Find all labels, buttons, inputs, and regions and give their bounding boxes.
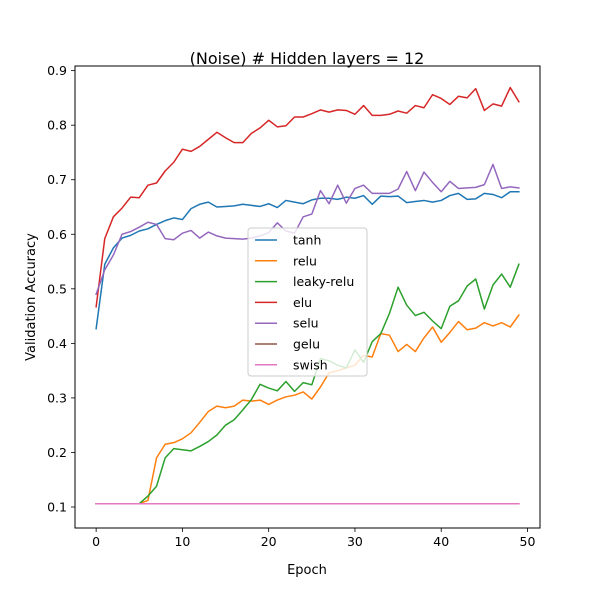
legend: tanh relu leaky-relu elu selu gelu swish: [247, 227, 368, 377]
y-tick-label: 0.3: [47, 390, 67, 405]
y-axis-label: Validation Accuracy: [24, 233, 39, 361]
legend-box: [247, 227, 368, 377]
y-axis-ticks: 0.1 0.2 0.3 0.4 0.5 0.6 0.7 0.8 0.9: [47, 63, 75, 515]
y-tick-label: 0.6: [47, 227, 67, 242]
x-tick-label: 0: [92, 534, 100, 549]
legend-label-elu: elu: [293, 295, 312, 310]
y-tick-label: 0.7: [47, 172, 67, 187]
x-tick-label: 10: [174, 534, 190, 549]
x-tick-label: 20: [261, 534, 277, 549]
legend-entries: tanh relu leaky-relu elu selu gelu swish: [255, 233, 354, 372]
legend-label-gelu: gelu: [293, 337, 320, 352]
y-tick-label: 0.5: [47, 281, 67, 296]
series-line-relu: [95, 313, 520, 505]
y-tick-label: 0.8: [47, 118, 67, 133]
plot-frame: [74, 65, 541, 529]
y-tick-label: 0.2: [47, 445, 67, 460]
legend-label-swish: swish: [293, 357, 328, 372]
legend-label-leaky-relu: leaky-relu: [293, 274, 354, 289]
x-axis-label: Epoch: [287, 563, 327, 578]
x-tick-label: 30: [347, 534, 363, 549]
x-tick-label: 40: [433, 534, 449, 549]
y-tick-label: 0.4: [47, 336, 67, 351]
y-tick-label: 0.9: [47, 63, 67, 78]
legend-label-relu: relu: [293, 253, 317, 268]
series-line-selu: [95, 163, 520, 296]
chart-title: (Noise) # Hidden layers = 12: [190, 49, 425, 68]
legend-label-selu: selu: [293, 316, 319, 331]
series-line-tanh: [95, 190, 520, 330]
x-axis-ticks: 0 10 20 30 40 50: [92, 528, 535, 549]
series-line-leaky-relu: [95, 263, 520, 505]
legend-label-tanh: tanh: [293, 233, 321, 248]
series-line-elu: [95, 86, 520, 308]
plot-lines: [95, 86, 520, 505]
y-tick-label: 0.1: [47, 500, 67, 515]
x-tick-label: 50: [520, 534, 536, 549]
